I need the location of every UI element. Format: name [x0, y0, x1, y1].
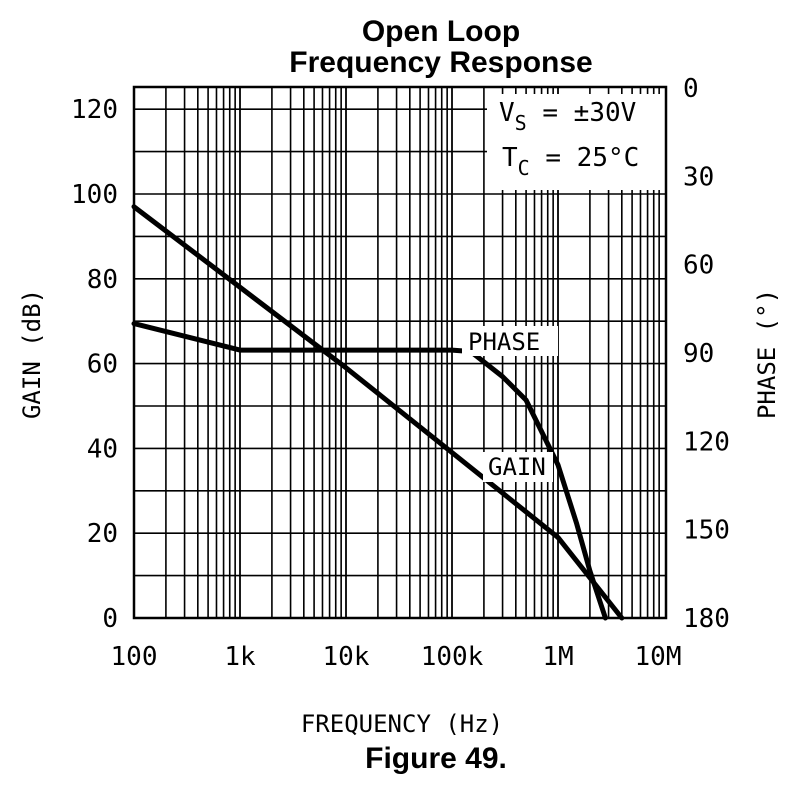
chart-title-line1: Open Loop: [361, 15, 521, 48]
y-tick-label: 100: [71, 180, 118, 210]
vs-annotation: VS = ±30V: [499, 98, 636, 135]
figure-caption: Figure 49.: [365, 742, 507, 775]
y-tick-label: 80: [87, 265, 118, 295]
y2-tick-label: 0: [683, 74, 699, 104]
y-tick-label: 40: [87, 434, 118, 464]
series-labels: PHASE GAIN: [462, 326, 558, 482]
y-axis-label: GAIN (dB): [18, 289, 46, 419]
y2-tick-label: 60: [683, 251, 714, 281]
x-axis-label: FREQUENCY (Hz): [301, 710, 503, 738]
y2-axis-label: PHASE (°): [753, 289, 781, 419]
x-tick-label: 1k: [224, 642, 256, 672]
tc-annotation: TC = 25°C: [502, 143, 639, 180]
y2-tick-label: 30: [683, 162, 714, 192]
y-tick-label: 20: [87, 519, 118, 549]
series-gain: [131, 204, 625, 621]
phase-series-label: PHASE: [468, 328, 540, 356]
y-tick-label: 0: [102, 604, 118, 634]
tick-labels: 100 1k 10k 100k 1M 10M 0 20 40 60 80 100 120 180 150 12…: [71, 74, 730, 672]
y2-tick-label: 90: [683, 339, 714, 369]
y-tick-label: 120: [71, 95, 118, 125]
x-tick-label: 10k: [323, 642, 370, 672]
x-tick-label: 10M: [635, 642, 682, 672]
x-tick-label: 100k: [421, 642, 484, 672]
series-phase: [131, 321, 608, 621]
x-tick-label: 1M: [542, 642, 573, 672]
chart-title-line2: Frequency Response: [289, 46, 593, 79]
y2-tick-label: 150: [683, 516, 730, 546]
plot-frame: [132, 85, 668, 620]
x-tick-label: 100: [111, 642, 158, 672]
y-tick-label: 60: [87, 350, 118, 380]
y2-tick-label: 180: [683, 604, 730, 634]
gain-series-label: GAIN: [488, 453, 546, 481]
y2-tick-label: 120: [683, 427, 730, 457]
conditions-box: VS = ±30V TC = 25°C: [487, 94, 667, 190]
series-layer: [131, 204, 625, 621]
